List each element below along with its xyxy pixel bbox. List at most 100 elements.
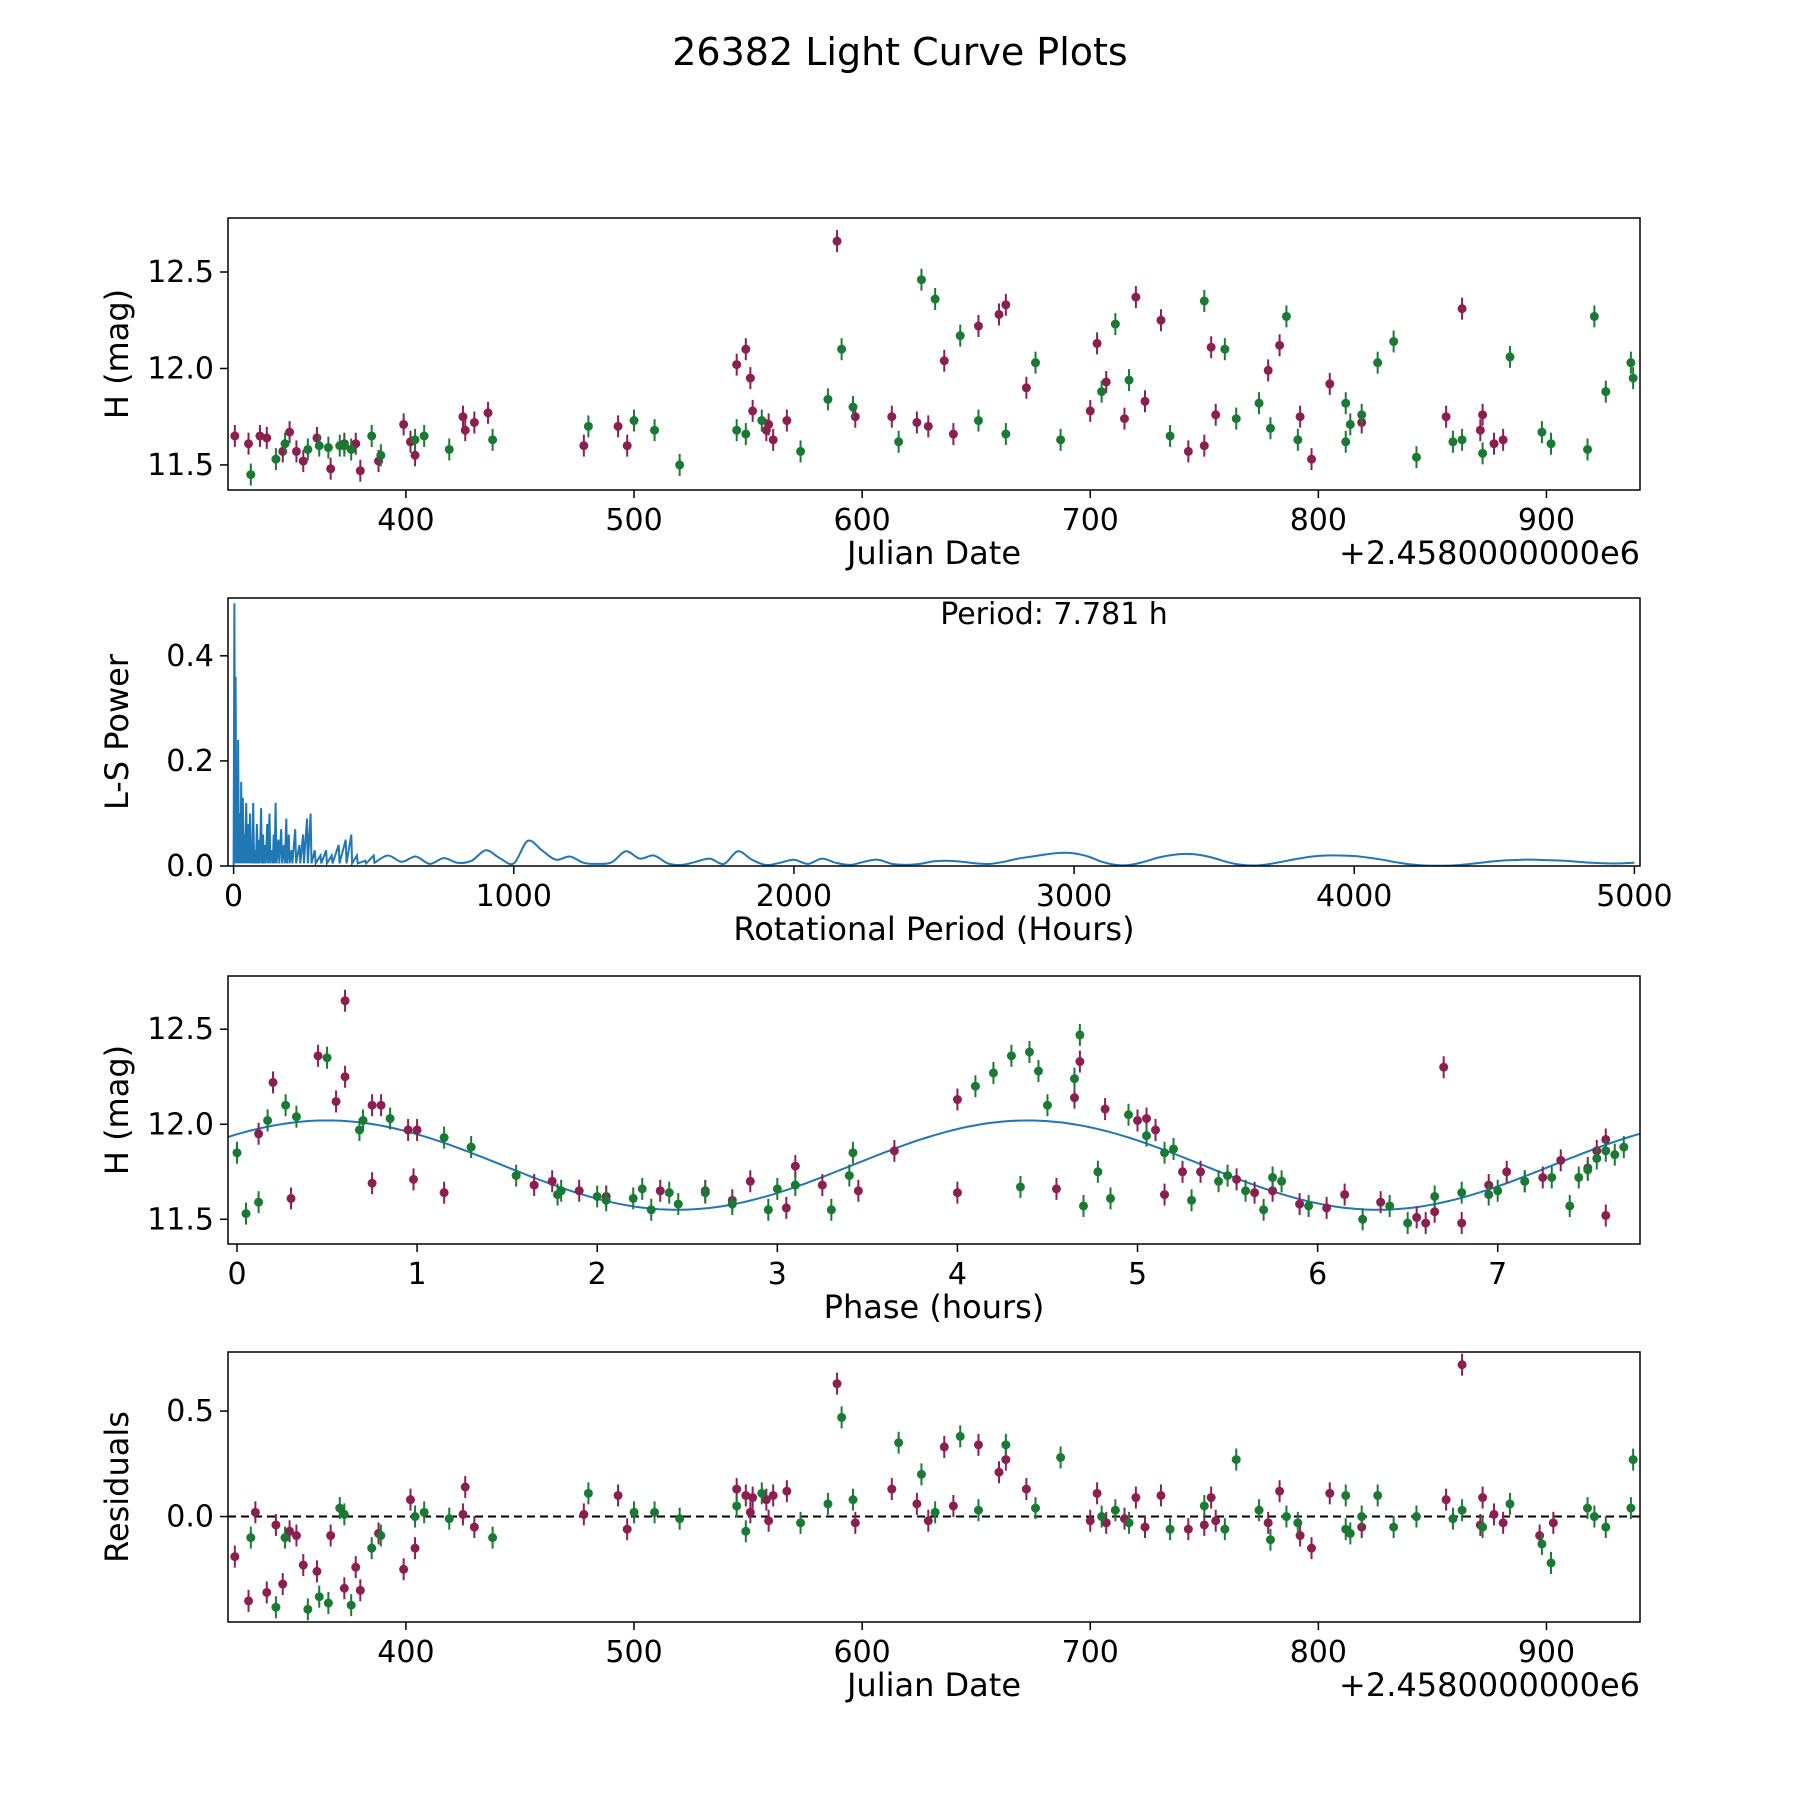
data-point — [574, 1186, 584, 1196]
series-o — [254, 989, 1611, 1235]
data-point — [244, 1596, 254, 1606]
data-point — [1268, 1186, 1278, 1196]
data-point — [1537, 427, 1547, 437]
data-point — [1001, 429, 1011, 439]
data-point — [1124, 375, 1134, 385]
data-point — [629, 416, 639, 426]
data-point — [1341, 398, 1351, 408]
data-point — [322, 1053, 332, 1063]
y-tick-label: 12.0 — [147, 1107, 214, 1142]
data-point — [1376, 1197, 1386, 1207]
data-point — [1281, 1512, 1291, 1522]
data-point — [281, 1100, 291, 1110]
y-tick-label: 12.0 — [147, 351, 214, 386]
data-point — [1548, 1518, 1558, 1528]
x-tick-label: 700 — [1062, 1635, 1119, 1670]
data-point — [664, 1188, 674, 1198]
data-point — [1124, 1110, 1134, 1120]
data-point — [410, 1512, 420, 1522]
data-point — [1268, 1172, 1278, 1182]
data-point — [628, 1193, 638, 1203]
data-point — [1626, 358, 1636, 368]
data-point — [1601, 1134, 1611, 1144]
x-tick-label: 2 — [588, 1257, 607, 1292]
data-point — [335, 1503, 345, 1513]
data-point — [1124, 1518, 1134, 1528]
data-point — [376, 450, 386, 460]
data-point — [772, 1184, 782, 1194]
data-point — [1160, 1148, 1170, 1158]
data-point — [1085, 1516, 1095, 1526]
data-point — [254, 1197, 264, 1207]
data-point — [458, 412, 468, 422]
data-point — [262, 1587, 272, 1597]
data-point — [748, 406, 758, 416]
phased-light-curve-axes: 0 1 2 3 4 5 6 7 11.5 12.0 12.5 Phase (hours) H (mag) — [98, 975, 1641, 1326]
data-point — [303, 1604, 313, 1614]
data-point — [1133, 1115, 1143, 1125]
y-tick-label: 12.5 — [147, 255, 214, 290]
data-point — [1178, 1167, 1188, 1177]
data-point — [291, 446, 301, 456]
data-point — [1493, 1186, 1503, 1196]
data-point — [1421, 1218, 1431, 1228]
data-point — [1281, 311, 1291, 321]
data-point — [285, 427, 295, 437]
data-point — [331, 1096, 341, 1106]
data-point — [1457, 304, 1467, 314]
data-point — [848, 1495, 858, 1505]
data-point — [850, 1518, 860, 1528]
data-point — [1069, 1093, 1079, 1103]
data-point — [732, 1484, 742, 1494]
data-point — [1307, 454, 1317, 464]
data-point — [768, 1490, 778, 1500]
y-tick-label: 0.5 — [166, 1394, 214, 1429]
data-point — [1663, 360, 1672, 369]
data-point — [745, 1507, 755, 1517]
data-point — [1042, 1100, 1052, 1110]
data-point — [732, 1501, 742, 1511]
data-point — [583, 421, 593, 431]
data-point — [469, 417, 479, 427]
x-offset-label: +2.4580000000e6 — [1339, 1666, 1640, 1704]
x-tick-label: 400 — [377, 503, 434, 538]
data-point — [1183, 446, 1193, 456]
data-point — [1345, 1528, 1355, 1538]
data-point — [1489, 439, 1499, 449]
data-point — [894, 1438, 904, 1448]
data-point — [1142, 1114, 1152, 1124]
data-point — [768, 435, 778, 445]
data-point — [1293, 1518, 1303, 1528]
data-point — [312, 1566, 322, 1576]
periodogram-spikes — [232, 603, 376, 866]
data-point — [460, 1482, 470, 1492]
x-tick-label: 3 — [768, 1257, 787, 1292]
data-point — [741, 1526, 751, 1536]
data-point — [1411, 1512, 1421, 1522]
data-point — [1389, 336, 1399, 346]
data-point — [1304, 1201, 1314, 1211]
data-point — [1142, 1131, 1152, 1141]
x-tick-label: 3000 — [1036, 879, 1112, 914]
data-point — [1403, 1218, 1413, 1228]
data-point — [1001, 1440, 1011, 1450]
data-point — [278, 1579, 288, 1589]
data-point — [1093, 1167, 1103, 1177]
data-point — [439, 1133, 449, 1143]
data-point — [955, 331, 965, 341]
data-point — [1160, 1190, 1170, 1200]
data-point — [1265, 423, 1275, 433]
data-point — [1498, 435, 1508, 445]
data-point — [1140, 396, 1150, 406]
data-point — [1110, 319, 1120, 329]
data-point — [832, 1379, 842, 1389]
data-point — [948, 1501, 958, 1511]
data-point — [1373, 1490, 1383, 1500]
data-point — [291, 1531, 301, 1541]
data-point — [323, 1598, 333, 1608]
data-point — [1199, 1501, 1209, 1511]
data-point — [700, 1188, 710, 1198]
data-point — [646, 1205, 656, 1215]
data-point — [1601, 1522, 1611, 1532]
data-point — [376, 1531, 386, 1541]
